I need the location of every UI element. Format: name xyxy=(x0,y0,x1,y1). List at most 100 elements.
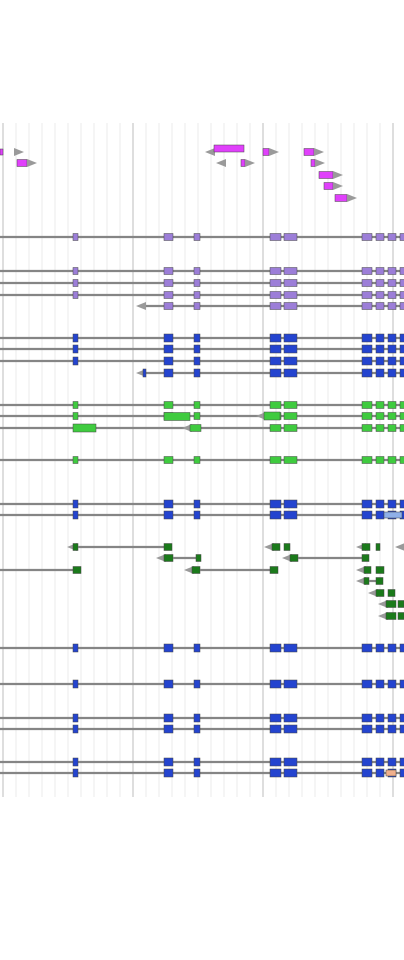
exon-block xyxy=(72,412,79,420)
strand-arrow xyxy=(205,148,215,156)
exon-block xyxy=(385,600,397,608)
strand-arrow xyxy=(156,554,166,562)
exon-block xyxy=(361,456,373,464)
exon-block xyxy=(72,757,79,767)
exon-block xyxy=(361,356,373,366)
exon-block xyxy=(269,401,282,409)
strand-arrow xyxy=(378,600,388,608)
exon-block xyxy=(387,401,397,409)
exon-block xyxy=(163,456,174,464)
exon-block xyxy=(283,768,298,778)
strand-arrow xyxy=(184,566,194,574)
exon-block xyxy=(72,679,79,689)
exon-block xyxy=(361,302,373,310)
exon-block xyxy=(72,643,79,653)
exon-block xyxy=(375,302,385,310)
exon-block xyxy=(240,159,246,167)
exon-block xyxy=(269,499,282,509)
exon-block xyxy=(361,233,373,241)
exon-block xyxy=(399,233,404,241)
exon-block xyxy=(361,267,373,275)
exon-block xyxy=(375,424,385,432)
exon-block xyxy=(303,148,315,156)
exon-block xyxy=(375,713,385,723)
exon-block xyxy=(385,769,397,777)
exon-block xyxy=(283,510,298,520)
exon-block xyxy=(399,291,404,299)
exon-block xyxy=(361,713,373,723)
exon-block xyxy=(387,344,397,354)
strand-arrow xyxy=(182,424,192,432)
exon-block xyxy=(263,411,281,421)
exon-block xyxy=(72,233,79,241)
strand-arrow xyxy=(269,148,279,156)
exon-block xyxy=(72,401,79,409)
exon-block xyxy=(399,456,404,464)
exon-block xyxy=(283,543,291,551)
exon-block xyxy=(163,233,174,241)
exon-block xyxy=(361,679,373,689)
exon-block xyxy=(269,566,279,574)
exon-block xyxy=(163,401,174,409)
exon-block xyxy=(283,344,298,354)
exon-block xyxy=(375,456,385,464)
exon-block xyxy=(383,511,403,519)
exon-block xyxy=(361,333,373,343)
exon-block xyxy=(193,510,201,520)
strand-arrow xyxy=(347,194,357,202)
exon-block xyxy=(193,279,201,287)
exon-block xyxy=(283,279,298,287)
exon-block xyxy=(283,356,298,366)
exon-block xyxy=(399,279,404,287)
exon-block xyxy=(269,356,282,366)
strand-arrow xyxy=(356,566,366,574)
exon-block xyxy=(283,368,298,378)
exon-block xyxy=(375,757,385,767)
exon-block xyxy=(361,368,373,378)
exon-block xyxy=(375,368,385,378)
exon-block xyxy=(361,291,373,299)
exon-block xyxy=(0,148,4,156)
exon-block xyxy=(193,643,201,653)
exon-block xyxy=(193,768,201,778)
exon-block xyxy=(399,267,404,275)
exon-block xyxy=(399,724,404,734)
exon-block xyxy=(399,679,404,689)
exon-block xyxy=(387,333,397,343)
strand-arrow xyxy=(14,148,24,156)
exon-block xyxy=(363,577,370,585)
exon-block xyxy=(271,543,281,551)
exon-block xyxy=(283,713,298,723)
exon-block xyxy=(399,302,404,310)
exon-block xyxy=(375,499,385,509)
exon-block xyxy=(387,679,397,689)
exon-block xyxy=(72,423,97,433)
exon-block xyxy=(387,279,397,287)
exon-block xyxy=(375,589,385,597)
exon-block xyxy=(399,768,404,778)
exon-block xyxy=(163,356,174,366)
exon-block xyxy=(375,333,385,343)
exon-block xyxy=(283,679,298,689)
exon-block xyxy=(193,267,201,275)
strand-arrow xyxy=(27,159,37,167)
exon-block xyxy=(72,356,79,366)
exon-block xyxy=(163,267,174,275)
exon-block xyxy=(399,401,404,409)
exon-block xyxy=(72,279,79,287)
exon-block xyxy=(163,499,174,509)
exon-block xyxy=(387,424,397,432)
strand-arrow xyxy=(314,148,324,156)
exon-block xyxy=(387,368,397,378)
exon-block xyxy=(375,543,381,551)
strand-arrow xyxy=(256,412,266,420)
exon-block xyxy=(397,600,404,608)
exon-block xyxy=(375,267,385,275)
exon-block xyxy=(213,144,245,153)
exon-block xyxy=(269,757,282,767)
exon-block xyxy=(269,368,282,378)
exon-block xyxy=(387,302,397,310)
exon-block xyxy=(283,456,298,464)
exon-block xyxy=(283,424,298,432)
